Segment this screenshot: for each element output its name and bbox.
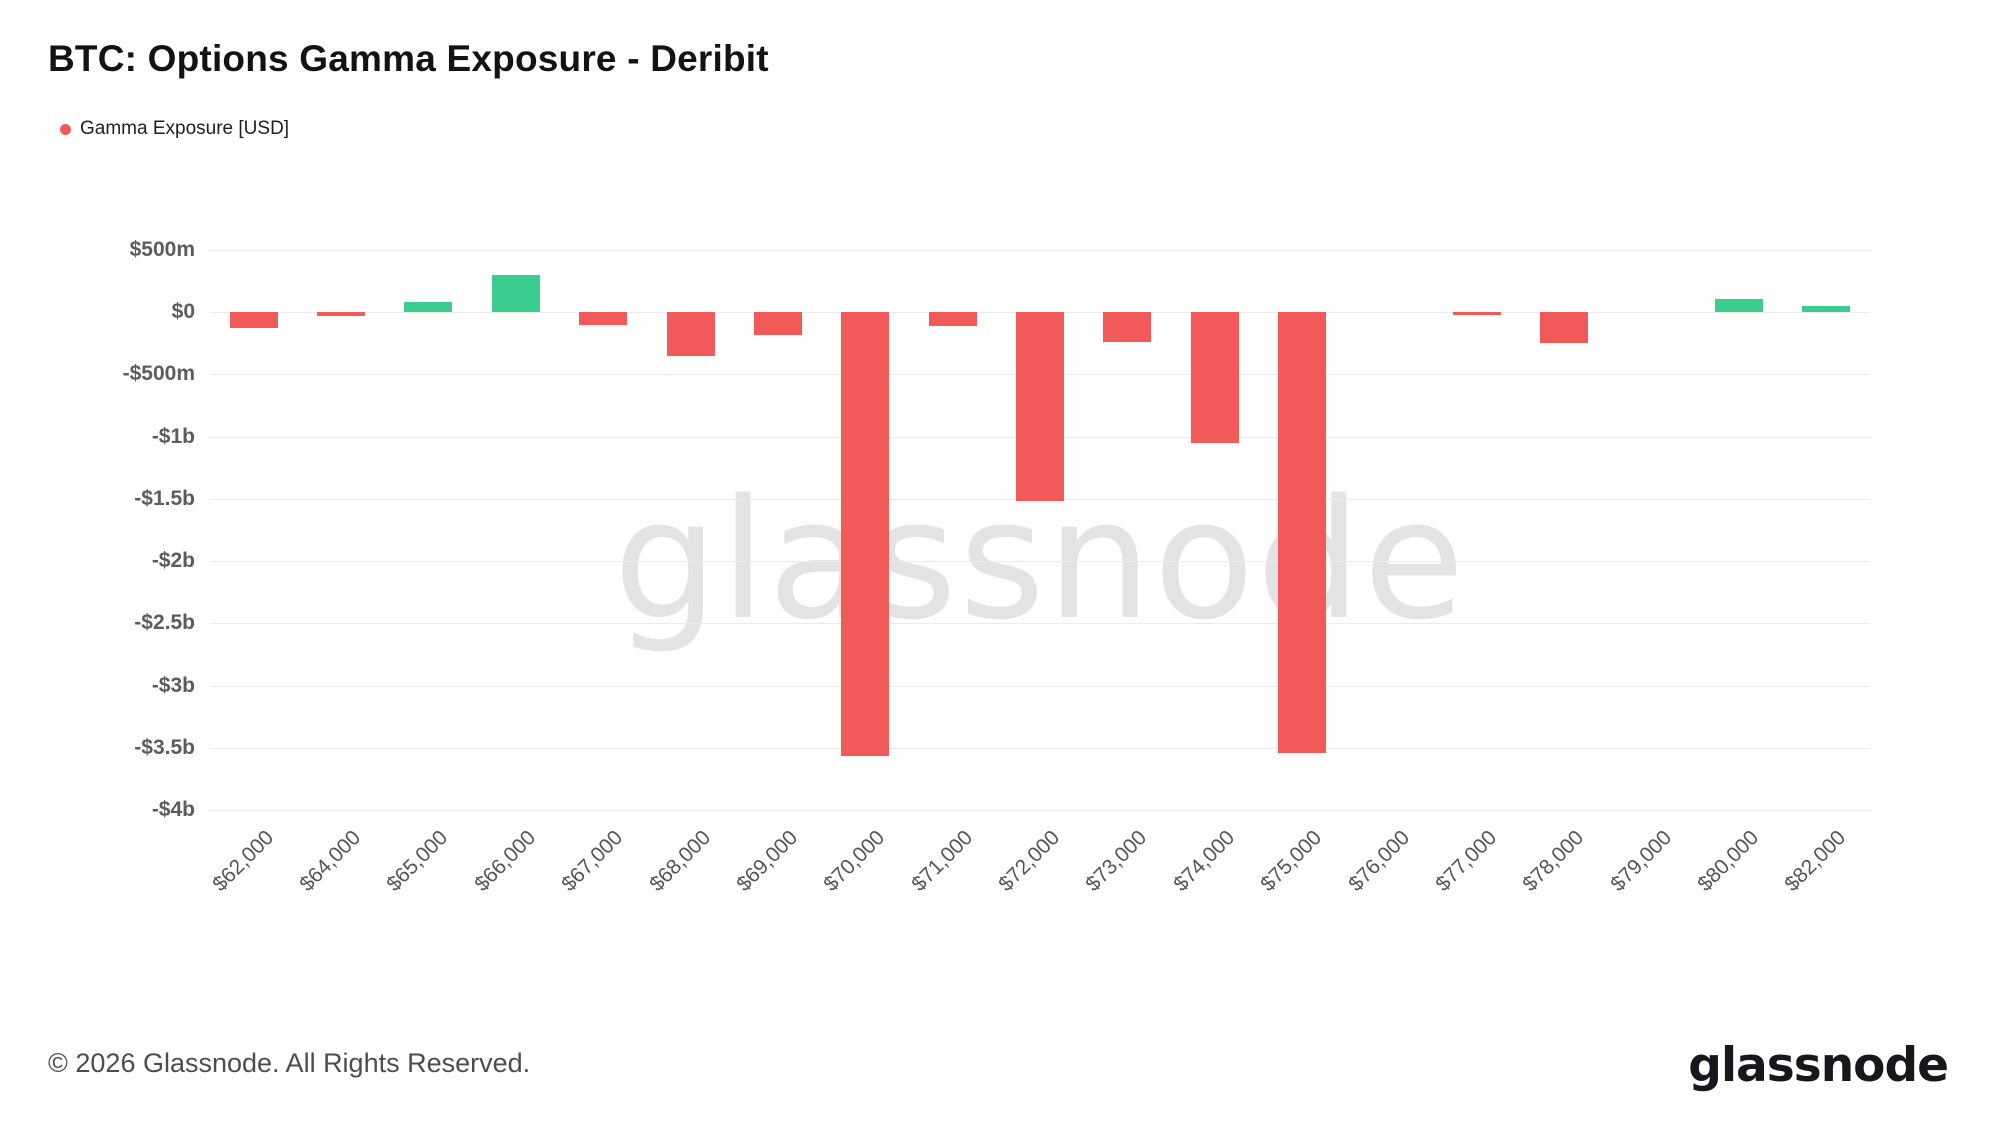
y-tick-label: -$3.5b — [134, 735, 195, 759]
gridline — [210, 810, 1870, 811]
y-tick-label: $0 — [171, 300, 195, 324]
x-tick-label: $71,000 — [906, 826, 977, 896]
x-tick-label: $77,000 — [1431, 826, 1502, 896]
gridline — [210, 561, 1870, 563]
y-tick-label: -$1b — [151, 424, 195, 448]
bar-75000[interactable] — [1278, 312, 1327, 753]
x-tick-label: $80,000 — [1693, 826, 1764, 896]
x-tick-label: $72,000 — [994, 826, 1065, 896]
bar-78000[interactable] — [1540, 312, 1589, 344]
y-tick-label: -$2.5b — [134, 611, 195, 635]
y-tick-label: -$500m — [122, 362, 195, 386]
gridline — [210, 623, 1870, 625]
bar-77000[interactable] — [1452, 312, 1501, 315]
legend-label: Gamma Exposure [USD] — [80, 118, 290, 139]
y-tick-label: -$3b — [151, 673, 195, 697]
page-title: BTC: Options Gamma Exposure - Deribit — [48, 38, 769, 79]
x-tick-label: $75,000 — [1256, 826, 1327, 896]
x-tick-label: $66,000 — [470, 826, 541, 896]
bar-64000[interactable] — [317, 312, 366, 316]
x-tick-label: $73,000 — [1081, 826, 1152, 896]
y-tick-label: $500m — [129, 238, 195, 261]
bar-62000[interactable] — [229, 312, 278, 329]
legend-item-gamma-exposure[interactable]: Gamma Exposure [USD] — [60, 118, 289, 140]
x-tick-label: $67,000 — [557, 826, 628, 896]
bar-74000[interactable] — [1190, 312, 1239, 443]
x-tick-label: $76,000 — [1343, 826, 1414, 896]
gridline — [210, 685, 1870, 687]
glassnode-logo[interactable]: glassnode — [1688, 1038, 1949, 1093]
bar-68000[interactable] — [666, 312, 715, 356]
bar-66000[interactable] — [491, 274, 540, 313]
bar-72000[interactable] — [1016, 312, 1064, 502]
x-tick-label: $62,000 — [207, 826, 278, 896]
bar-70000[interactable] — [841, 312, 890, 757]
bar-67000[interactable] — [579, 312, 628, 325]
x-tick-label: $68,000 — [644, 826, 715, 896]
bar-80000[interactable] — [1714, 298, 1763, 313]
x-tick-label: $70,000 — [819, 826, 890, 896]
bar-65000[interactable] — [404, 302, 453, 313]
y-tick-label: -$1.5b — [134, 486, 195, 510]
legend-marker-icon — [60, 123, 71, 135]
y-tick-label: -$4b — [151, 798, 195, 821]
x-tick-label: $74,000 — [1169, 826, 1239, 896]
bar-71000[interactable] — [928, 312, 977, 326]
gridline — [210, 250, 1870, 251]
x-tick-label: $78,000 — [1518, 826, 1589, 896]
copyright-text: © 2026 Glassnode. All Rights Reserved. — [48, 1048, 531, 1078]
bar-73000[interactable] — [1103, 312, 1152, 343]
gridline — [210, 747, 1870, 749]
x-tick-label: $82,000 — [1780, 826, 1851, 896]
bar-82000[interactable] — [1802, 306, 1851, 313]
x-tick-label: $65,000 — [382, 826, 453, 896]
x-tick-label: $79,000 — [1605, 826, 1676, 896]
x-tick-label: $64,000 — [295, 826, 366, 896]
bar-69000[interactable] — [753, 312, 802, 335]
y-tick-label: -$2b — [151, 549, 195, 573]
x-tick-label: $69,000 — [732, 826, 803, 896]
